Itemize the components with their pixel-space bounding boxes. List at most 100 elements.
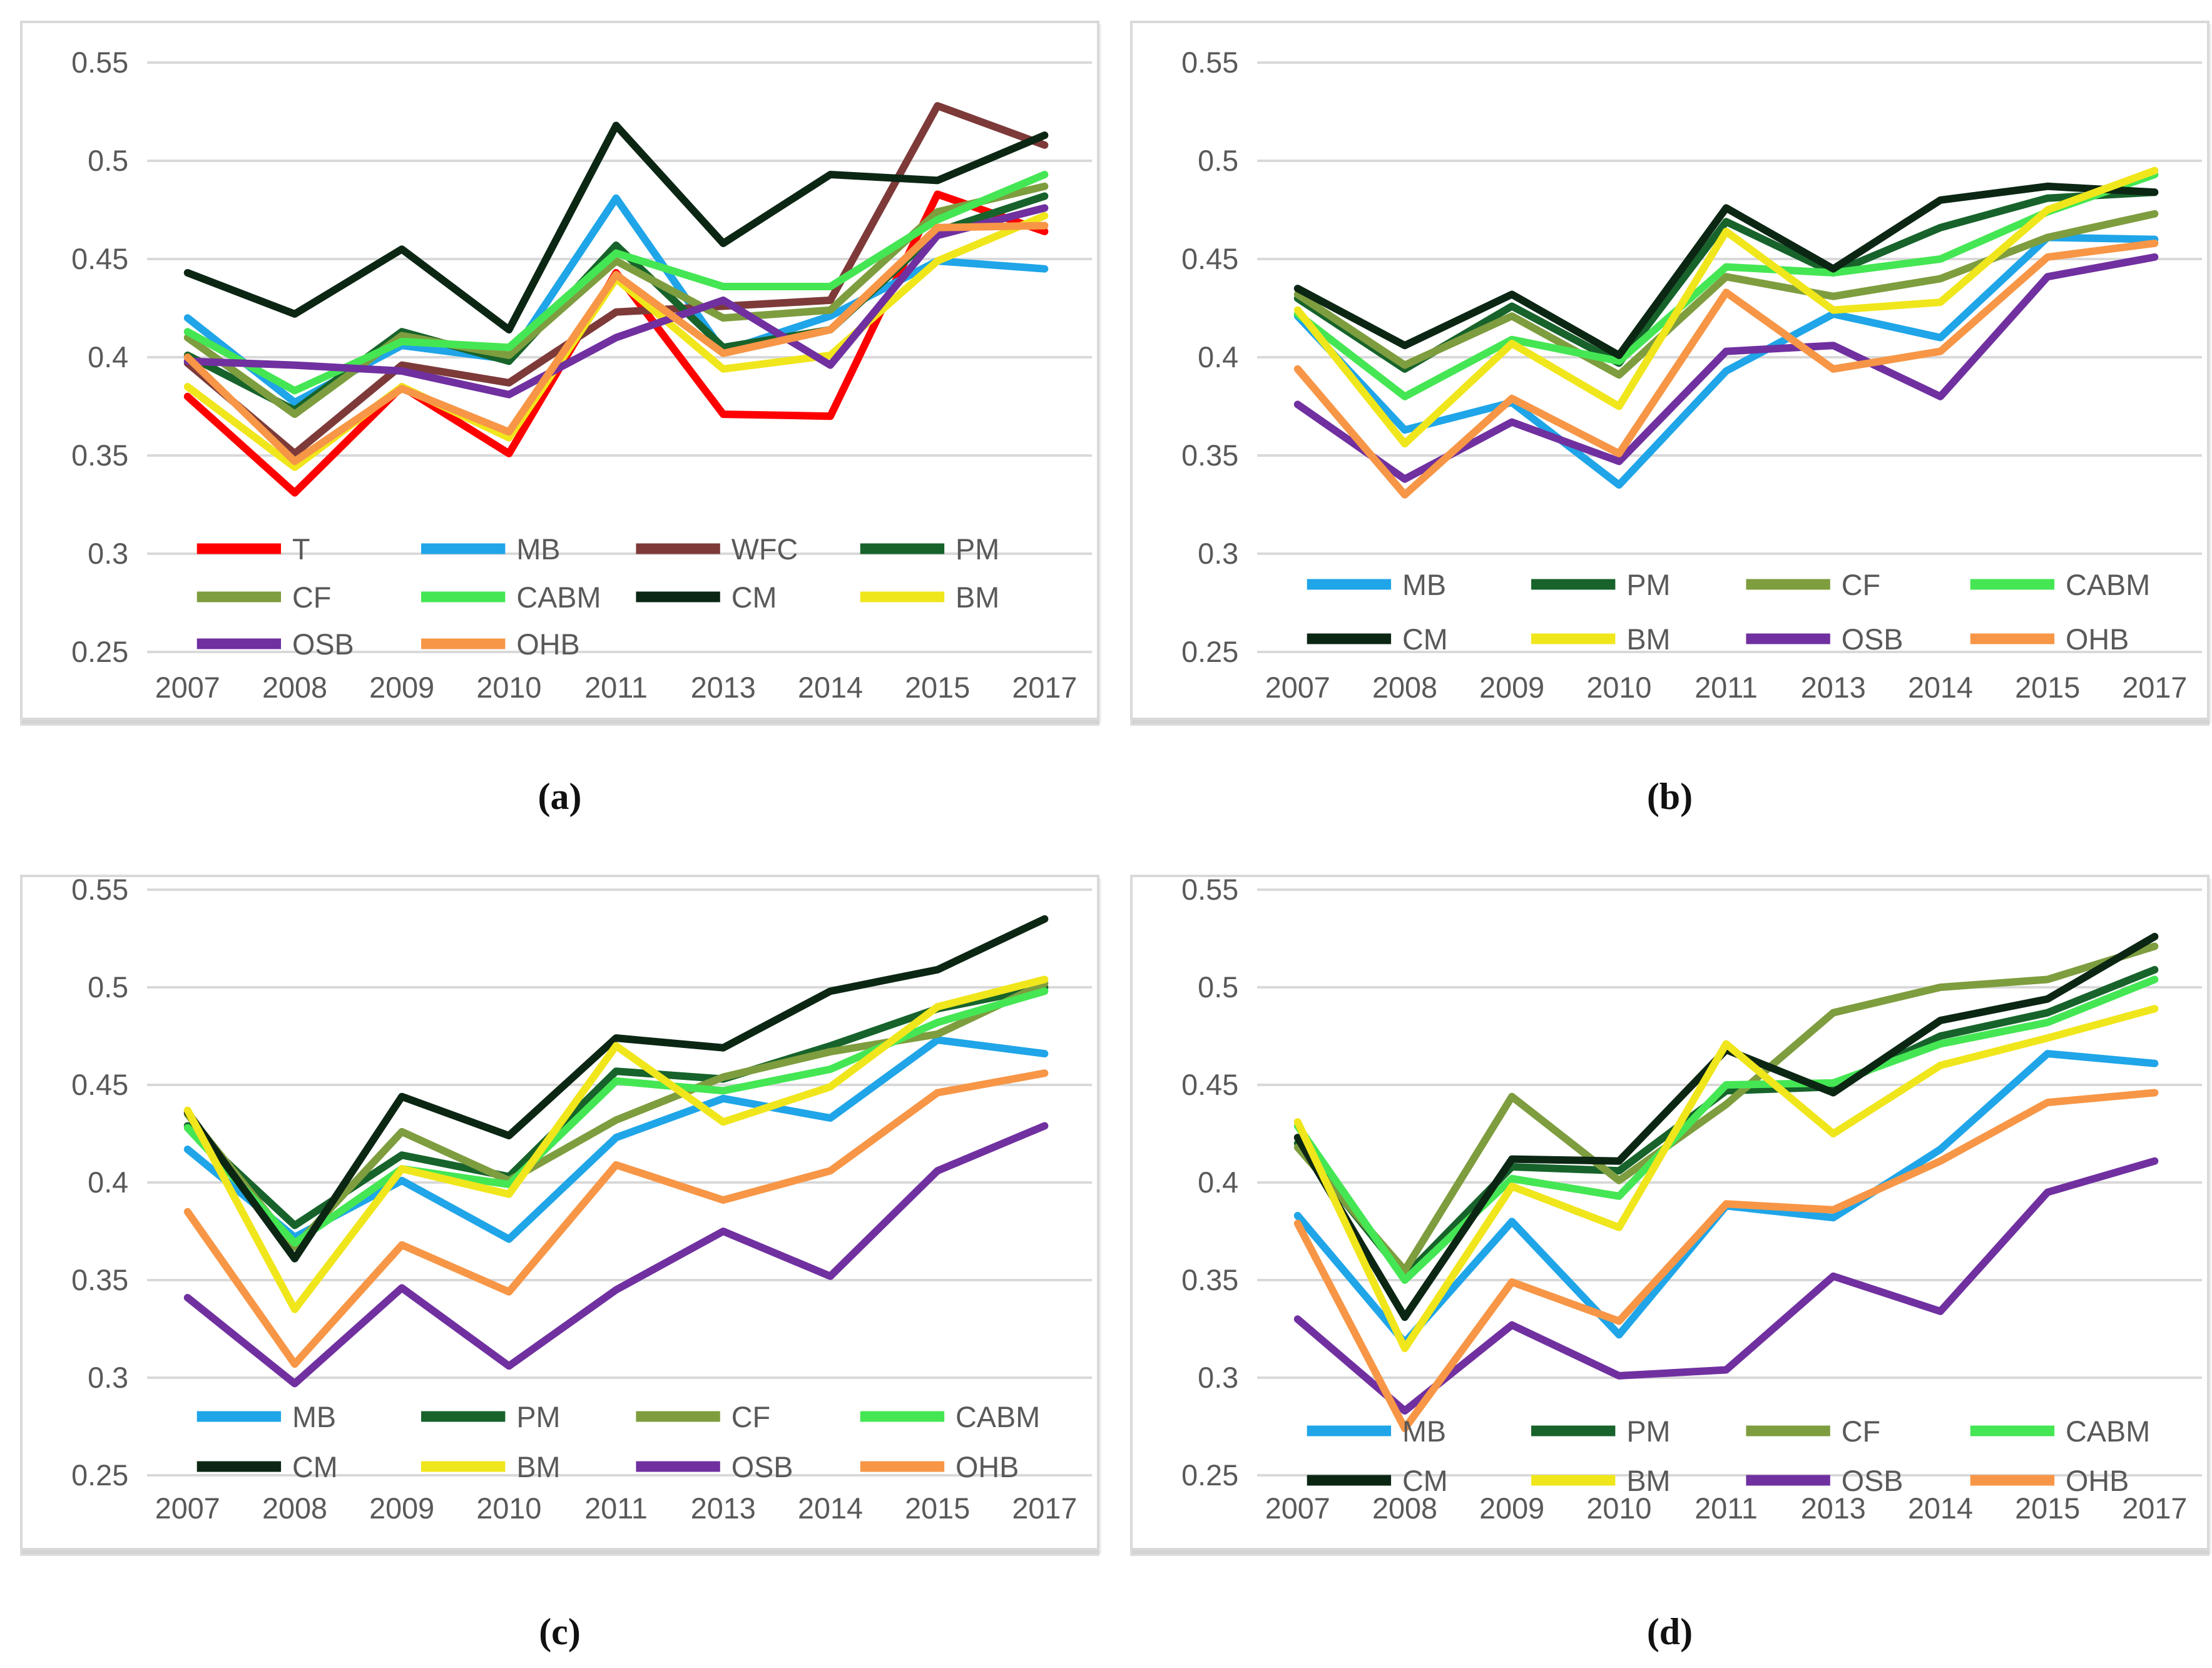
x-axis-tick-label: 2014 — [1908, 1492, 1973, 1525]
legend-label-CF: CF — [731, 1401, 770, 1433]
legend-label-OSB: OSB — [1842, 623, 1904, 656]
chart-d-line-chart: 0.55 0.5 0.45 0.4 0.35 0.3 0.25 2007 2008 2009 201… — [1181, 877, 2203, 1525]
x-axis-tick-label: 2014 — [798, 1492, 863, 1525]
y-axis-tick-label: 0.5 — [88, 145, 128, 177]
legend-label-CABM: CABM — [2066, 569, 2150, 601]
x-axis-tick-label: 2007 — [155, 671, 220, 704]
x-axis-tick-label: 2007 — [1265, 1492, 1330, 1525]
x-axis-tick-label: 2007 — [1265, 671, 1330, 704]
legend-label-OSB: OSB — [1842, 1465, 1904, 1497]
x-axis-tick-label: 2011 — [584, 671, 648, 704]
series-line-OHB — [183, 1069, 1049, 1368]
x-axis-tick-label: 2015 — [905, 1492, 970, 1525]
caption-c: (c) — [539, 1611, 581, 1652]
x-axis-tick-label: 2017 — [2122, 671, 2187, 704]
caption-d: (d) — [1646, 1611, 1693, 1652]
y-axis-tick-label: 0.4 — [88, 341, 128, 374]
y-axis-tick-label: 0.25 — [1181, 1459, 1238, 1492]
chart-a-line-chart: 0.55 0.5 0.45 0.4 0.35 0.3 0.25 2007 2008 2009 201… — [71, 46, 1093, 704]
series-line-CABM — [1293, 975, 2159, 1284]
y-axis-tick-label: 0.35 — [71, 439, 128, 472]
series-line-OHB — [183, 221, 1049, 465]
legend-label-CABM: CABM — [956, 1401, 1040, 1433]
series-line-CF — [1293, 210, 2159, 379]
legend-label-CF: CF — [1842, 1415, 1880, 1448]
legend-label-MB: MB — [292, 1401, 336, 1433]
panel-b: 0.55 0.5 0.45 0.4 0.35 0.3 0.25 2007 2008 2009 201… — [1130, 21, 2209, 818]
x-axis-tick-label: 2015 — [2015, 671, 2080, 704]
y-axis-tick-label: 0.35 — [71, 1264, 128, 1296]
series-line-OSB — [183, 204, 1049, 399]
chart-c-line-chart: 0.55 0.5 0.45 0.4 0.35 0.3 0.25 2007 2008 2009 201… — [71, 877, 1093, 1525]
series-line-CM — [1293, 182, 2159, 359]
series-line-BM — [183, 975, 1049, 1313]
x-axis-tick-label: 2015 — [905, 671, 970, 704]
x-axis-tick-label: 2013 — [1801, 671, 1866, 704]
legend-label-OHB: OHB — [2066, 623, 2129, 656]
legend-label-OHB: OHB — [516, 628, 579, 661]
x-axis-tick-label: 2014 — [798, 671, 863, 704]
series-line-OHB — [1293, 239, 2159, 499]
y-axis-tick-label: 0.25 — [71, 636, 128, 668]
legend-label-OSB: OSB — [292, 628, 354, 661]
y-axis-tick-label: 0.45 — [71, 1069, 128, 1101]
y-axis-tick-label: 0.4 — [1198, 1166, 1238, 1199]
x-axis-tick-label: 2010 — [476, 671, 541, 704]
x-axis-tick-label: 2017 — [1012, 671, 1077, 704]
series-line-OSB — [183, 1122, 1049, 1388]
chart-b-plot-area: 0.55 0.5 0.45 0.4 0.35 0.3 0.25 2007 2008 2009 201… — [1130, 21, 2209, 720]
legend-label-BM: BM — [1626, 1465, 1670, 1497]
y-axis-tick-label: 0.55 — [1181, 877, 1238, 906]
x-axis-tick-label: 2017 — [1012, 1492, 1077, 1525]
x-axis-tick-label: 2008 — [262, 1492, 327, 1525]
y-axis-tick-label: 0.45 — [1181, 243, 1238, 275]
chart-c-plot-area: 0.55 0.5 0.45 0.4 0.35 0.3 0.25 2007 2008 2009 201… — [20, 875, 1099, 1550]
series-line-CF — [1293, 942, 2159, 1274]
legend-label-PM: PM — [516, 1401, 560, 1433]
legend-label-CM: CM — [731, 581, 777, 614]
series-line-BM — [1293, 166, 2159, 448]
y-axis-tick-label: 0.45 — [71, 243, 128, 275]
legend-label-WFC: WFC — [731, 533, 798, 566]
x-axis-tick-label: 2007 — [155, 1492, 220, 1525]
legend-label-CM: CM — [1402, 623, 1448, 656]
series-line-BM — [1293, 1005, 2159, 1353]
caption-b: (b) — [1646, 776, 1693, 817]
y-axis-tick-label: 0.4 — [1198, 341, 1238, 374]
legend-label-CABM: CABM — [516, 581, 601, 614]
x-axis-tick-label: 2008 — [262, 671, 327, 704]
chart-d-plot-area: 0.55 0.5 0.45 0.4 0.35 0.3 0.25 2007 2008 2009 201… — [1130, 875, 2209, 1550]
series-line-CM — [183, 121, 1049, 333]
x-axis-tick-label: 2009 — [1479, 671, 1544, 704]
y-axis-tick-label: 0.55 — [1181, 46, 1238, 79]
legend-label-PM: PM — [1626, 1415, 1670, 1448]
legend-label-OSB: OSB — [731, 1451, 793, 1483]
x-axis-tick-label: 2008 — [1372, 671, 1437, 704]
x-axis-tick-label: 2011 — [584, 1492, 648, 1525]
series-line-OHB — [1293, 1089, 2159, 1433]
x-axis-tick-label: 2014 — [1908, 671, 1973, 704]
y-axis-tick-label: 0.3 — [1198, 1361, 1238, 1394]
y-axis-tick-label: 0.35 — [1181, 439, 1238, 472]
chart-a-plot-area: 0.55 0.5 0.45 0.4 0.35 0.3 0.25 2007 2008 2009 201… — [20, 21, 1099, 720]
panel-a: 0.55 0.5 0.45 0.4 0.35 0.3 0.25 2007 2008 2009 201… — [20, 21, 1099, 818]
x-axis-tick-label: 2013 — [691, 1492, 756, 1525]
chart-b-line-chart: 0.55 0.5 0.45 0.4 0.35 0.3 0.25 2007 2008 2009 201… — [1181, 46, 2203, 704]
y-axis-tick-label: 0.3 — [88, 537, 128, 570]
legend-label-CF: CF — [292, 581, 331, 614]
x-axis-tick-label: 2008 — [1372, 1492, 1437, 1525]
x-axis-tick-label: 2011 — [1695, 671, 1758, 704]
y-axis-tick-label: 0.3 — [1198, 537, 1238, 570]
y-axis-tick-label: 0.35 — [1181, 1264, 1238, 1296]
x-axis-tick-label: 2015 — [2015, 1492, 2080, 1525]
series-line-MB — [1293, 1050, 2159, 1346]
panel-c: 0.55 0.5 0.45 0.4 0.35 0.3 0.25 2007 2008 2009 201… — [20, 875, 1099, 1654]
caption-a: (a) — [538, 776, 582, 817]
legend-label-MB: MB — [516, 533, 560, 566]
legend-label-MB: MB — [1402, 1415, 1446, 1448]
y-axis-tick-label: 0.4 — [88, 1166, 128, 1199]
series-line-MB — [1293, 233, 2159, 489]
series-line-CM — [183, 915, 1049, 1263]
y-axis-tick-label: 0.45 — [1181, 1069, 1238, 1101]
legend-label-CM: CM — [292, 1451, 338, 1483]
